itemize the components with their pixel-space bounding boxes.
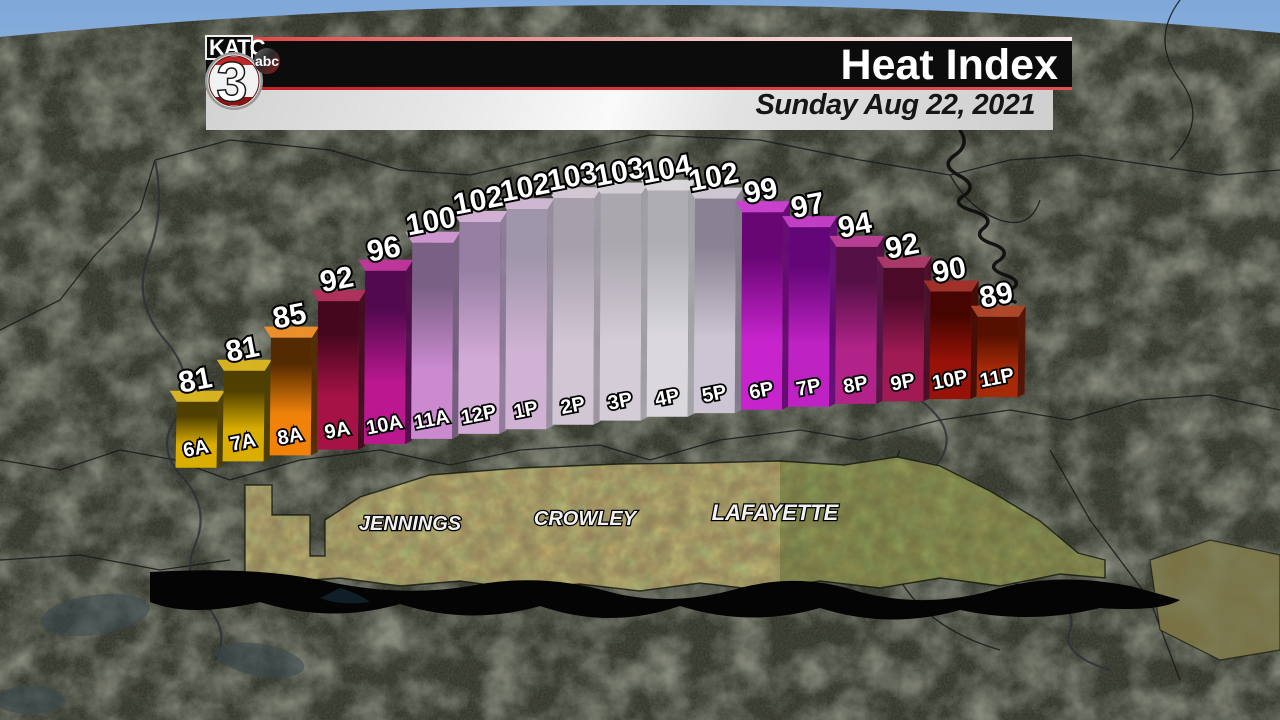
svg-text:abc: abc	[255, 53, 279, 69]
svg-text:JENNINGS: JENNINGS	[359, 513, 462, 535]
svg-text:CROWLEY: CROWLEY	[534, 508, 638, 530]
svg-text:LAFAYETTE: LAFAYETTE	[712, 500, 840, 525]
